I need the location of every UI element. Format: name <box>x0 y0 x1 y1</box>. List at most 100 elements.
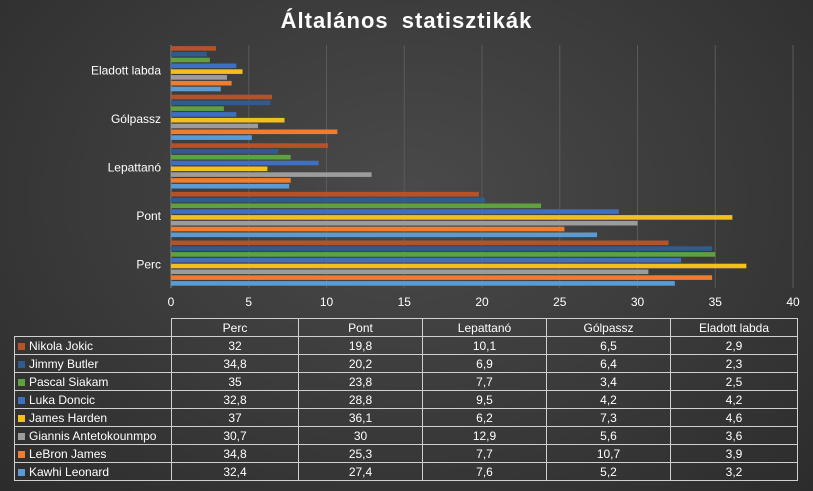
bar <box>171 232 598 238</box>
column-header: Pont <box>298 318 423 337</box>
series-legend-cell: Pascal Siakam <box>14 372 172 391</box>
table-cell: 6,9 <box>422 354 547 373</box>
series-name: Nikola Jokic <box>29 338 94 353</box>
bar <box>171 252 716 257</box>
series-name: Jimmy Butler <box>29 356 99 371</box>
table-cell: 23,8 <box>298 372 423 391</box>
table-cell: 36,1 <box>298 408 423 427</box>
table-cell: 34,8 <box>171 354 299 373</box>
table-cell: 3,2 <box>670 462 798 481</box>
table-row: Pascal Siakam 35 23,8 7,7 3,4 2,5 <box>14 372 798 391</box>
series-legend-cell: LeBron James <box>14 444 172 463</box>
series-name: Kawhi Leonard <box>29 464 110 479</box>
series-name: Luka Doncic <box>29 392 96 407</box>
bar <box>171 220 638 226</box>
table-cell: 2,9 <box>670 336 798 355</box>
bar <box>171 63 237 69</box>
column-header: Perc <box>171 318 299 337</box>
bar <box>171 106 224 111</box>
table-row: James Harden 37 36,1 6,2 7,3 4,6 <box>14 408 798 427</box>
table-cell: 28,8 <box>298 390 423 409</box>
table-row: Giannis Antetokounmpo 30,7 30 12,9 5,6 3,6 <box>14 426 798 445</box>
x-tick-label: 5 <box>245 295 252 309</box>
bar <box>171 203 542 209</box>
column-header: Gólpassz <box>546 318 671 337</box>
table-cell: 32 <box>171 336 299 355</box>
table-cell: 4,2 <box>546 390 671 409</box>
data-table: Perc Pont Lepattanó Gólpassz Eladott lab… <box>14 318 798 481</box>
x-tick-label: 25 <box>553 295 567 309</box>
bar <box>171 191 479 197</box>
table-cell: 2,5 <box>670 372 798 391</box>
table-corner <box>14 318 172 337</box>
bar <box>171 269 649 275</box>
bar <box>171 51 207 57</box>
table-cell: 12,9 <box>422 426 547 445</box>
bar <box>171 215 733 220</box>
series-legend-cell: Nikola Jokic <box>14 336 172 355</box>
table-cell: 5,6 <box>546 426 671 445</box>
category-label: Perc <box>136 258 161 272</box>
x-tick-label: 40 <box>786 295 800 309</box>
table-cell: 27,4 <box>298 462 423 481</box>
bar <box>171 117 285 123</box>
table-cell: 10,1 <box>422 336 547 355</box>
category-label: Lepattanó <box>108 161 162 175</box>
table-cell: 7,7 <box>422 444 547 463</box>
bar <box>171 57 210 63</box>
bar <box>171 226 565 232</box>
bar <box>171 46 217 51</box>
table-cell: 19,8 <box>298 336 423 355</box>
bars <box>171 46 747 286</box>
bar <box>171 80 232 86</box>
bar <box>171 183 290 189</box>
bar <box>171 154 291 160</box>
table-cell: 3,9 <box>670 444 798 463</box>
table-cell: 20,2 <box>298 354 423 373</box>
legend-swatch <box>18 360 25 368</box>
series-name: Giannis Antetokounmpo <box>29 428 157 443</box>
table-cell: 30 <box>298 426 423 445</box>
bar <box>171 86 221 92</box>
table-cell: 2,3 <box>670 354 798 373</box>
axis-labels: 0 5 10 15 20 25 30 35 40 Perc Pont Lepattanó Gólpass… <box>91 63 800 309</box>
bar <box>171 166 268 172</box>
series-name: James Harden <box>29 410 108 425</box>
series-legend-cell: Luka Doncic <box>14 390 172 409</box>
table-cell: 34,8 <box>171 444 299 463</box>
table-cell: 32,8 <box>171 390 299 409</box>
legend-swatch <box>18 450 25 458</box>
bar <box>171 75 227 80</box>
table-cell: 9,5 <box>422 390 547 409</box>
table-row: Kawhi Leonard 32,4 27,4 7,6 5,2 3,2 <box>14 462 798 481</box>
bar <box>171 94 273 100</box>
bar <box>171 178 291 183</box>
table-cell: 25,3 <box>298 444 423 463</box>
bar <box>171 281 675 286</box>
series-name: Pascal Siakam <box>29 374 109 389</box>
series-legend-cell: James Harden <box>14 408 172 427</box>
bar <box>171 69 243 74</box>
table-cell: 30,7 <box>171 426 299 445</box>
table-row: LeBron James 34,8 25,3 7,7 10,7 3,9 <box>14 444 798 463</box>
series-name: LeBron James <box>29 446 107 461</box>
bar-chart: 0 5 10 15 20 25 30 35 40 Perc Pont Lepattanó Gólpass… <box>91 45 800 309</box>
series-legend-cell: Jimmy Butler <box>14 354 172 373</box>
bar <box>171 240 669 246</box>
column-header: Eladott labda <box>670 318 798 337</box>
bar <box>171 160 319 166</box>
bar <box>171 123 259 129</box>
table-row: Luka Doncic 32,8 28,8 9,5 4,2 4,2 <box>14 390 798 409</box>
bar <box>171 197 486 203</box>
table-cell: 32,4 <box>171 462 299 481</box>
legend-swatch <box>18 378 25 386</box>
table-cell: 6,2 <box>422 408 547 427</box>
legend-swatch <box>18 396 25 404</box>
table-cell: 3,6 <box>670 426 798 445</box>
table-cell: 5,2 <box>546 462 671 481</box>
table-cell: 37 <box>171 408 299 427</box>
column-header: Lepattanó <box>422 318 547 337</box>
bar <box>171 143 329 148</box>
category-label: Eladott labda <box>91 63 161 77</box>
legend-swatch <box>18 342 25 350</box>
